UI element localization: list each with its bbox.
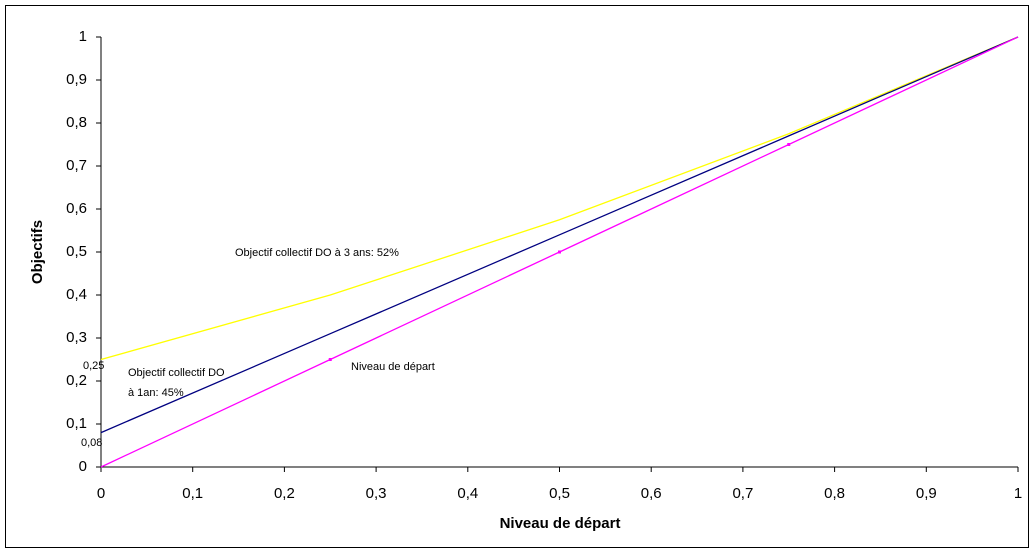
y-tick-label: 0,3 xyxy=(66,329,87,346)
y-tick-label: 0,1 xyxy=(66,415,87,432)
x-tick-label: 0,5 xyxy=(549,485,570,502)
annotation: Objectif collectif DO à 3 ans: 52% xyxy=(235,247,399,259)
y-tick-label: 0,2 xyxy=(66,372,87,389)
x-tick-label: 1 xyxy=(1014,485,1022,502)
x-tick-label: 0,6 xyxy=(641,485,662,502)
y-tick-label: 0,8 xyxy=(66,114,87,131)
y-tick-label: 0,4 xyxy=(66,286,87,303)
point-marker xyxy=(787,143,791,146)
x-tick-label: 0,4 xyxy=(457,485,478,502)
y-tick-label: 0,5 xyxy=(66,243,87,260)
series-line xyxy=(100,36,1019,361)
point-marker xyxy=(328,358,332,361)
annotation: 0,25 xyxy=(83,360,104,372)
y-tick-label: 0,6 xyxy=(66,200,87,217)
annotation: Niveau de départ xyxy=(351,361,435,373)
x-tick-label: 0,7 xyxy=(732,485,753,502)
x-axis-title: Niveau de départ xyxy=(500,515,621,532)
y-tick-label: 0 xyxy=(79,458,87,475)
y-axis-title: Objectifs xyxy=(29,220,46,284)
x-tick-label: 0,9 xyxy=(916,485,937,502)
y-tick-label: 0,7 xyxy=(66,157,87,174)
y-tick-label: 0,9 xyxy=(66,71,87,88)
series-line xyxy=(100,36,1019,434)
x-tick-label: 0,3 xyxy=(366,485,387,502)
x-tick-label: 0 xyxy=(97,485,105,502)
annotation: à 1an: 45% xyxy=(128,387,184,399)
y-tick-label: 1 xyxy=(79,28,87,45)
annotation: 0,08 xyxy=(81,437,102,449)
x-tick-label: 0,2 xyxy=(274,485,295,502)
point-marker xyxy=(558,250,561,254)
x-tick-label: 0,1 xyxy=(182,485,203,502)
x-tick-label: 0,8 xyxy=(824,485,845,502)
annotation: Objectif collectif DO xyxy=(128,367,225,379)
chart-frame xyxy=(5,5,1029,548)
